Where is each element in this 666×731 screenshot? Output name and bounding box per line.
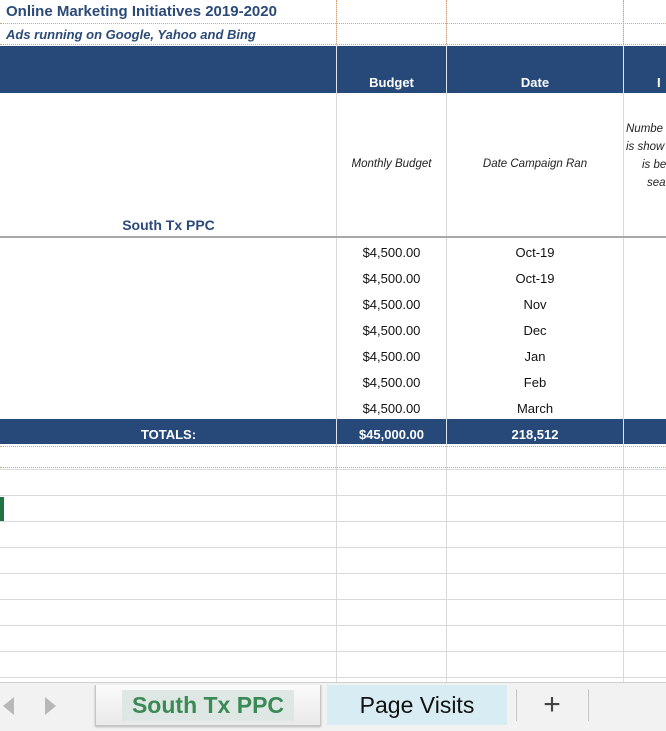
grid-line xyxy=(0,573,666,574)
scroll-left-icon[interactable] xyxy=(3,697,14,715)
date-description[interactable]: Date Campaign Ran xyxy=(482,158,588,170)
totals-band xyxy=(0,419,666,444)
tab-page-visits[interactable]: Page Visits xyxy=(327,685,507,725)
tab-south-tx-ppc[interactable]: South Tx PPC xyxy=(95,685,321,726)
totals-budget[interactable]: $45,000.00 xyxy=(358,427,425,442)
date-cell[interactable]: Nov xyxy=(523,297,547,312)
scroll-right-icon[interactable] xyxy=(45,697,56,715)
header-budget[interactable]: Budget xyxy=(369,75,414,90)
sheet-title[interactable]: Online Marketing Initiatives 2019-2020 xyxy=(6,3,277,20)
date-cell[interactable]: Feb xyxy=(523,375,547,390)
grid-line xyxy=(0,521,666,522)
budget-cell[interactable]: $4,500.00 xyxy=(362,375,421,390)
cell-border xyxy=(0,23,666,24)
budget-cell[interactable]: $4,500.00 xyxy=(362,401,421,416)
sheet-tab-bar: South Tx PPC Page Visits + xyxy=(0,682,666,731)
partial-description-line[interactable]: is show xyxy=(626,141,665,153)
header-separator xyxy=(623,46,624,93)
cell-border xyxy=(0,467,666,468)
date-cell[interactable]: March xyxy=(516,401,554,416)
grid-line xyxy=(336,0,337,682)
cell-border xyxy=(0,446,666,447)
selection-indicator xyxy=(0,497,4,521)
budget-cell[interactable]: $4,500.00 xyxy=(362,297,421,312)
grid-line xyxy=(0,651,666,652)
grid-line xyxy=(0,625,666,626)
section-label[interactable]: South Tx PPC xyxy=(122,217,215,233)
budget-cell[interactable]: $4,500.00 xyxy=(362,349,421,364)
grid-line xyxy=(623,0,624,682)
tab-divider xyxy=(588,689,589,721)
grid-line xyxy=(0,677,666,678)
date-cell[interactable]: Oct-19 xyxy=(515,245,555,260)
header-partial[interactable]: I xyxy=(657,75,661,90)
grid-line xyxy=(0,495,666,496)
add-sheet-button[interactable]: + xyxy=(543,688,561,721)
spreadsheet-grid[interactable]: Online Marketing Initiatives 2019-2020 A… xyxy=(0,0,666,682)
tab-label: South Tx PPC xyxy=(121,689,295,721)
budget-cell[interactable]: $4,500.00 xyxy=(362,323,421,338)
partial-description-line[interactable]: Numbe xyxy=(626,123,664,135)
budget-cell[interactable]: $4,500.00 xyxy=(362,271,421,286)
budget-cell[interactable]: $4,500.00 xyxy=(362,245,421,260)
header-separator xyxy=(336,46,337,93)
cell-border xyxy=(336,0,337,44)
date-cell[interactable]: Jan xyxy=(524,349,546,364)
date-cell[interactable]: Dec xyxy=(523,323,547,338)
date-cell[interactable]: Oct-19 xyxy=(515,271,555,286)
header-date[interactable]: Date xyxy=(520,75,550,90)
partial-description-line[interactable]: sea xyxy=(647,177,666,189)
tab-divider xyxy=(516,689,517,721)
totals-date[interactable]: 218,512 xyxy=(511,427,559,442)
totals-label[interactable]: TOTALS: xyxy=(140,427,197,442)
budget-description[interactable]: Monthly Budget xyxy=(351,158,432,170)
header-separator xyxy=(446,46,447,93)
grid-line xyxy=(446,0,447,682)
sheet-subtitle[interactable]: Ads running on Google, Yahoo and Bing xyxy=(6,27,256,42)
cell-border xyxy=(623,0,624,44)
partial-description-line[interactable]: is be xyxy=(642,159,666,171)
totals-separator xyxy=(623,419,624,444)
cell-border xyxy=(0,44,666,45)
section-rule xyxy=(0,236,666,238)
grid-line xyxy=(0,469,666,470)
totals-separator xyxy=(336,419,337,444)
tab-label: Page Visits xyxy=(359,691,475,718)
grid-line xyxy=(0,547,666,548)
totals-separator xyxy=(446,419,447,444)
cell-border xyxy=(446,0,447,44)
grid-line xyxy=(0,599,666,600)
header-band xyxy=(0,46,666,93)
